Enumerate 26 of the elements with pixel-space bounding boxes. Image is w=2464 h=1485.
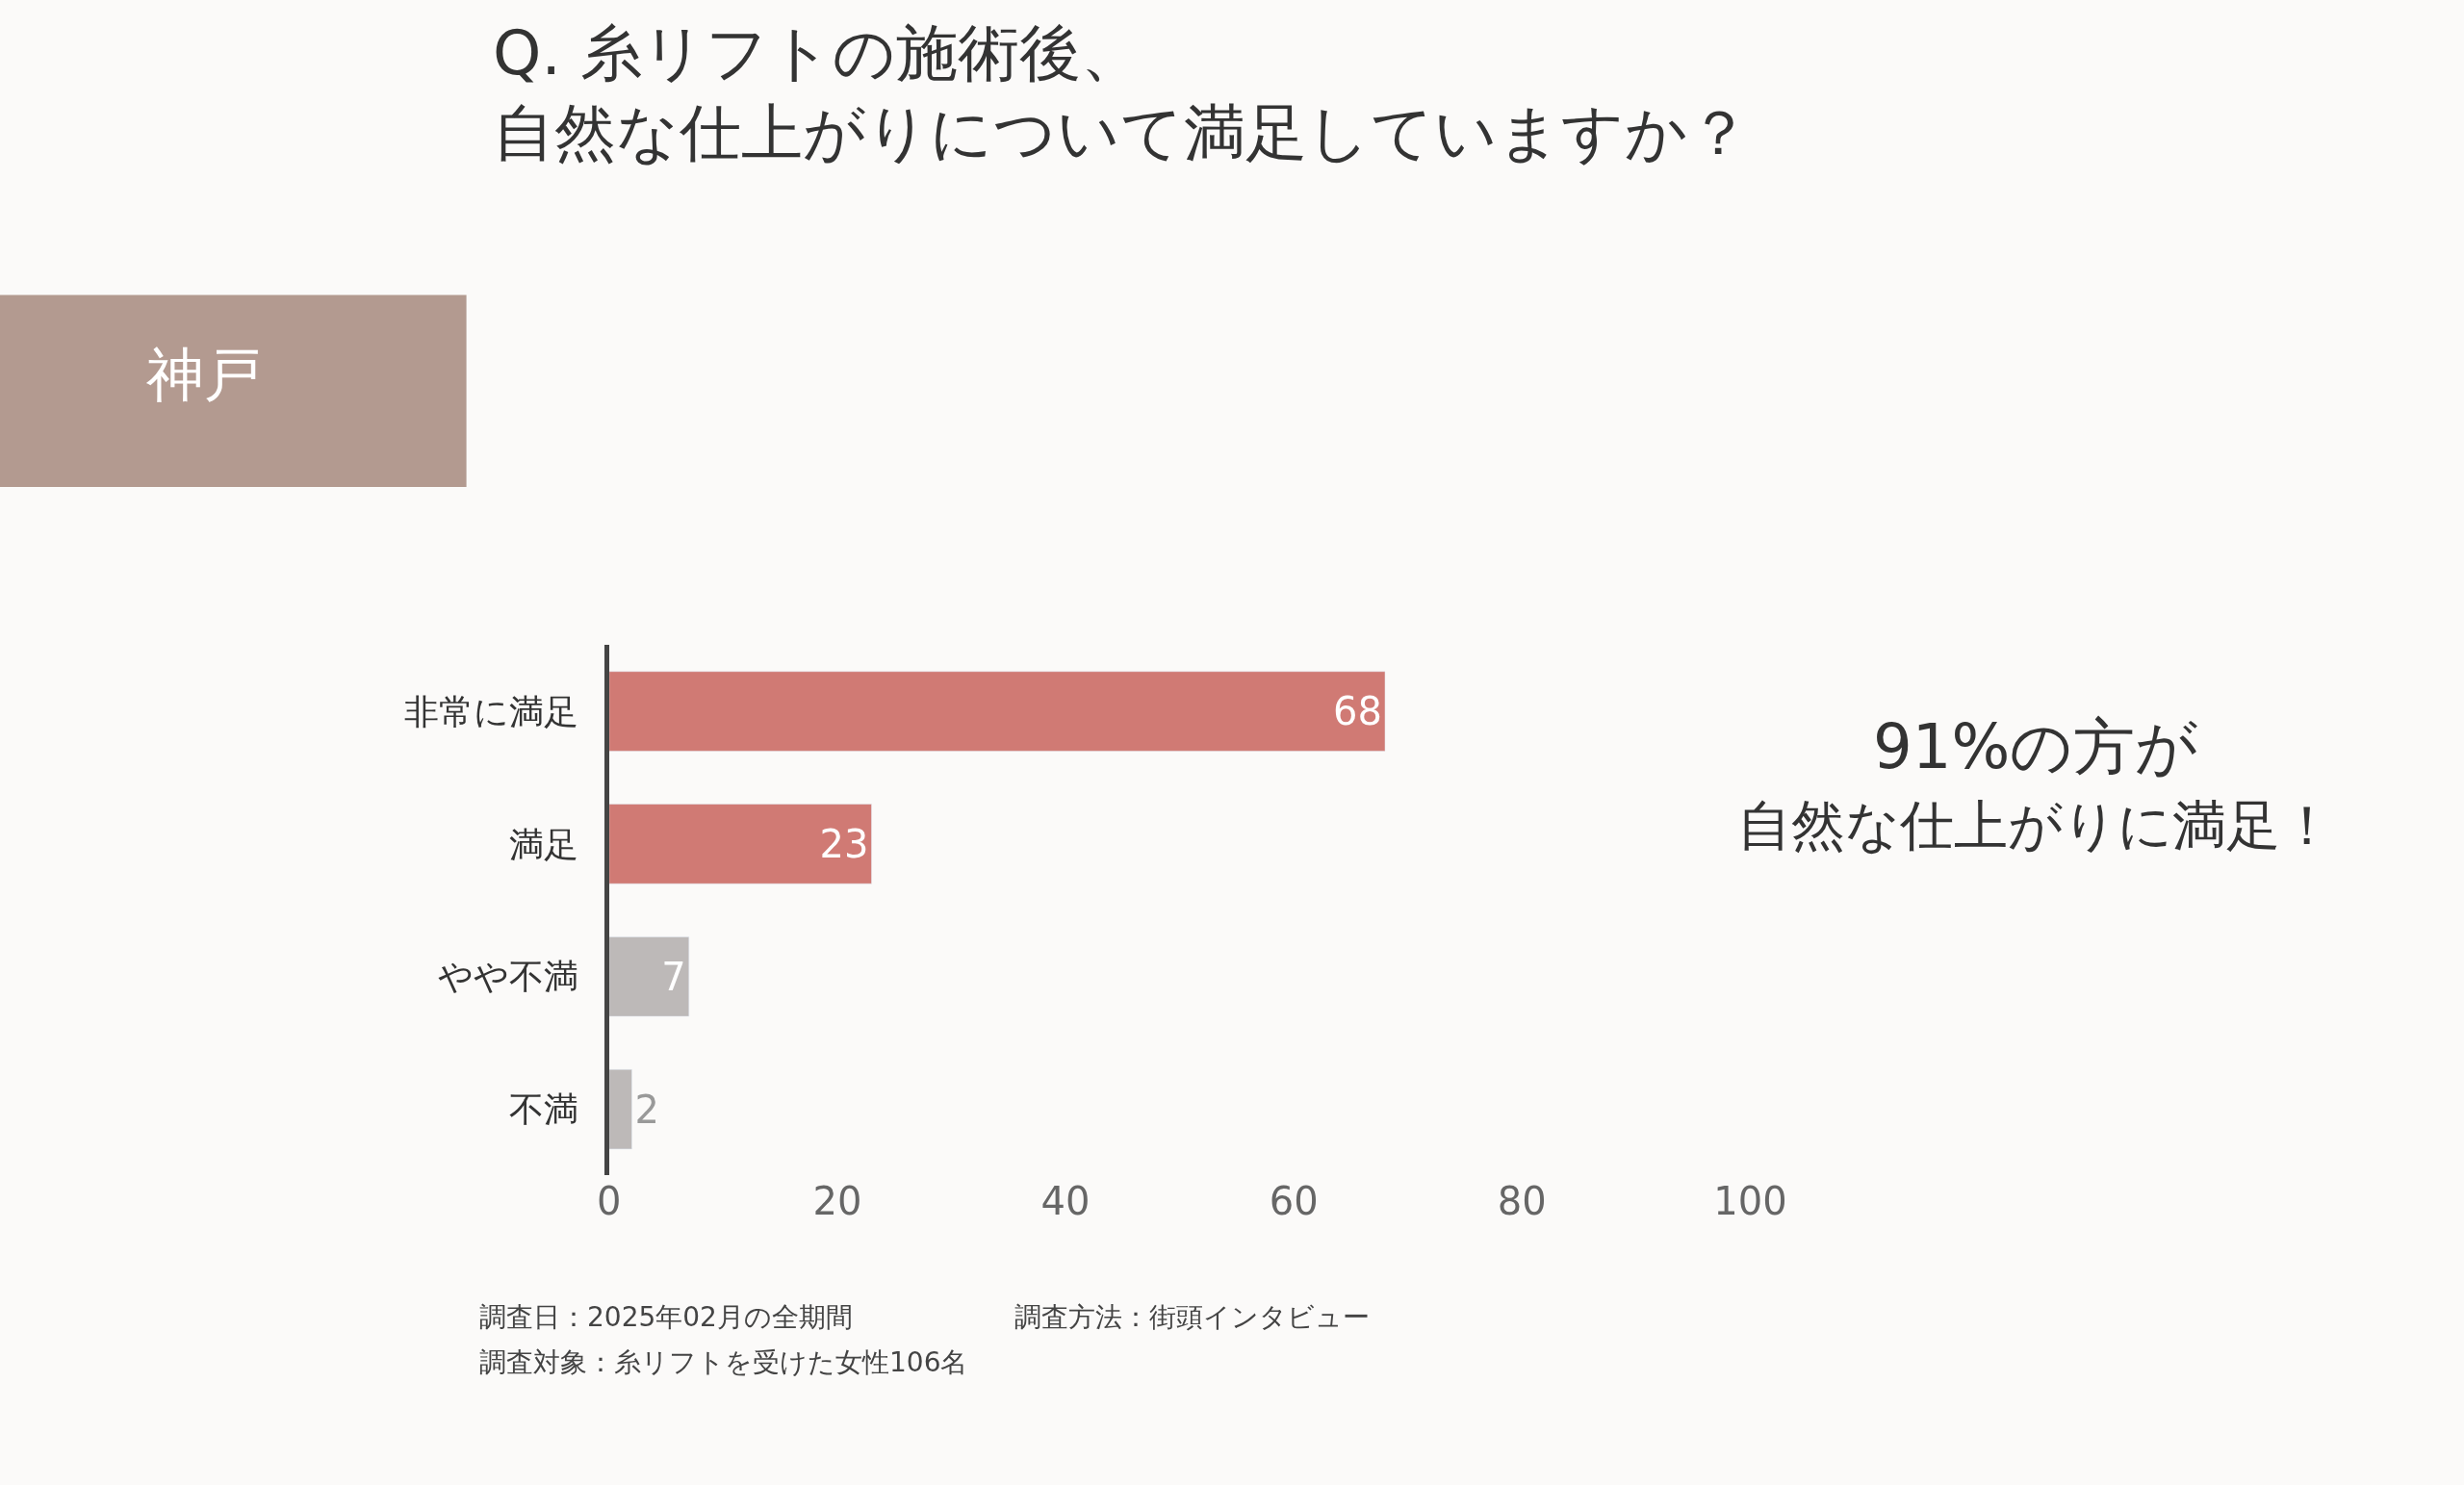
- x-tick-label: 40: [1040, 1179, 1091, 1224]
- x-tick-label: 80: [1497, 1179, 1547, 1224]
- text: 調査対象：糸リフトを受けた女性106名: [479, 1346, 968, 1378]
- x-tick-label: 60: [1269, 1179, 1319, 1224]
- chart-title: Q. 糸リフトの施術後、: [493, 17, 1143, 90]
- data-label: 68: [1333, 689, 1383, 734]
- bar: [608, 671, 1386, 752]
- bar: [608, 1068, 632, 1150]
- data-label: 2: [634, 1087, 659, 1132]
- chart-subtitle: 自然な仕上がりについて満足していますか？: [493, 97, 1750, 169]
- x-tick-label: 0: [597, 1179, 622, 1224]
- x-tick-label: 100: [1713, 1179, 1787, 1224]
- annotation: 自然な仕上がりに満足！: [1737, 794, 2334, 857]
- x-tick-label: 20: [812, 1179, 862, 1224]
- text: 神戸: [146, 341, 262, 408]
- data-label: 23: [819, 821, 869, 866]
- text: 91%の方が: [1873, 711, 2199, 782]
- data-label: 7: [661, 954, 686, 999]
- y-tick-label: 満足: [508, 824, 578, 864]
- bar: [608, 936, 690, 1017]
- text: 調査日：2025年02月の全期間: [479, 1301, 853, 1333]
- y-tick-label: 不満: [508, 1089, 578, 1130]
- y-tick-label: 非常に満足: [403, 691, 578, 731]
- bar: [608, 804, 872, 884]
- y-tick-label: やや不満: [437, 957, 578, 997]
- text: 調査方法：街頭インタビュー: [1014, 1301, 1370, 1333]
